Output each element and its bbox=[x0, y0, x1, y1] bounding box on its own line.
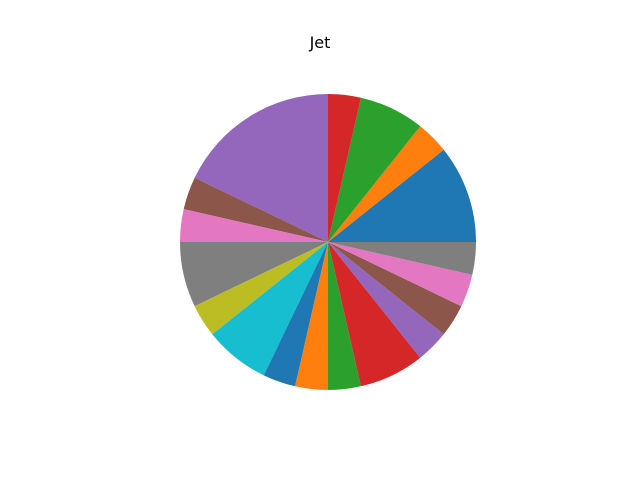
pie-slice-4 bbox=[328, 94, 361, 242]
pie-slice-16 bbox=[328, 242, 462, 335]
pie-slice-9 bbox=[194, 242, 328, 335]
pie-slice-11 bbox=[263, 242, 328, 387]
pie-slice-2 bbox=[328, 126, 444, 242]
pie-slice-6 bbox=[183, 177, 328, 242]
pie-slice-3 bbox=[328, 97, 421, 243]
pie-slice-7 bbox=[180, 209, 328, 242]
chart-title: Jet bbox=[309, 33, 331, 52]
pie-slice-12 bbox=[295, 242, 328, 390]
pie-slice-15 bbox=[328, 242, 444, 358]
pie-slice-1 bbox=[328, 149, 476, 242]
pie-slice-18 bbox=[328, 242, 476, 275]
pie-slices bbox=[180, 94, 476, 390]
pie-slice-8 bbox=[180, 242, 328, 307]
pie-slice-13 bbox=[328, 242, 361, 390]
pie-slice-14 bbox=[328, 242, 421, 387]
pie-slice-10 bbox=[212, 242, 328, 376]
pie-slice-5 bbox=[194, 94, 328, 242]
pie-slice-17 bbox=[328, 242, 473, 307]
